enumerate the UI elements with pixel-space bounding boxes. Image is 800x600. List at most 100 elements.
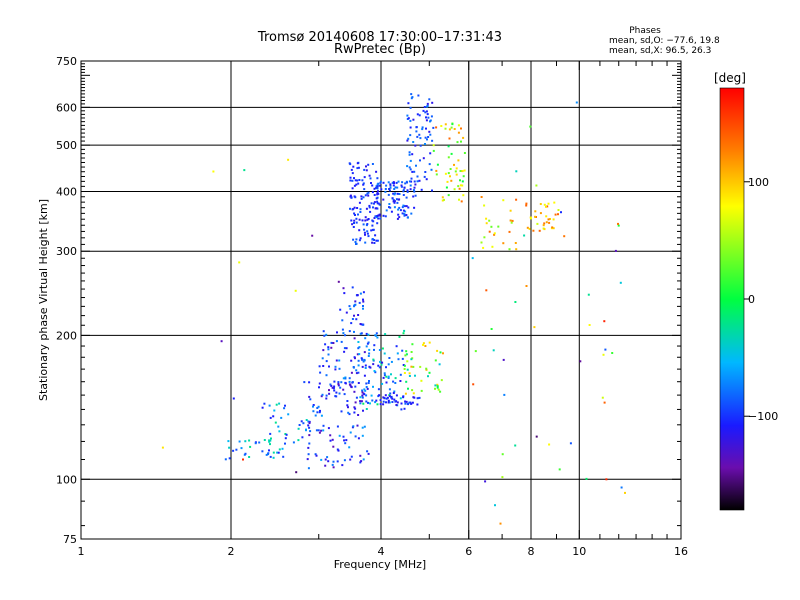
data-point (434, 387, 436, 390)
data-point (329, 434, 332, 437)
data-point (364, 367, 367, 369)
data-point (462, 136, 465, 139)
data-point (364, 389, 367, 392)
data-point (419, 159, 421, 162)
data-point (352, 208, 355, 210)
data-point (389, 186, 392, 189)
data-point (248, 456, 251, 458)
data-point (560, 211, 562, 214)
data-point (353, 337, 356, 340)
data-point (373, 202, 375, 205)
data-point (403, 364, 406, 367)
data-point (382, 396, 385, 399)
data-point (332, 466, 335, 469)
data-point (272, 451, 275, 454)
data-point (557, 209, 560, 211)
data-point (360, 357, 363, 360)
data-point (399, 397, 402, 400)
data-point (383, 352, 386, 355)
colorbar-label: [deg] (714, 71, 746, 85)
data-point (422, 343, 424, 346)
data-point (307, 420, 310, 423)
data-point (309, 398, 312, 401)
data-point (370, 202, 373, 205)
data-point (358, 353, 361, 356)
data-point (393, 201, 396, 204)
data-point (401, 212, 404, 215)
data-point (483, 204, 486, 207)
data-point (412, 189, 415, 191)
data-point (617, 224, 620, 227)
data-point (282, 455, 285, 458)
data-point (309, 430, 312, 433)
data-point (301, 436, 304, 439)
data-point (337, 384, 340, 387)
data-point (360, 195, 363, 198)
data-point (323, 334, 326, 337)
data-point (258, 441, 261, 444)
x-tick-label: 8 (528, 545, 535, 558)
data-point (385, 397, 388, 400)
data-point (359, 237, 362, 240)
data-point (354, 179, 357, 182)
data-point (373, 194, 376, 196)
data-point (325, 394, 328, 397)
data-point (353, 212, 356, 215)
data-point (419, 137, 422, 140)
data-point (602, 353, 605, 356)
data-point (403, 372, 406, 374)
data-point (308, 422, 311, 424)
data-point (395, 181, 398, 184)
data-point (308, 420, 311, 423)
data-point (338, 434, 341, 437)
stats-line-x: mean, sd,X: 96.5, 26.3 (609, 46, 711, 56)
data-point (220, 340, 223, 343)
data-point (338, 392, 341, 395)
data-point (364, 216, 367, 219)
data-point (484, 480, 487, 483)
data-point (332, 445, 335, 448)
data-point (348, 330, 351, 333)
data-point (359, 211, 362, 213)
data-point (428, 341, 431, 344)
data-point (472, 383, 475, 386)
data-point (334, 395, 337, 398)
data-point (238, 440, 241, 443)
data-point (441, 196, 444, 199)
data-point (403, 407, 406, 410)
data-point (387, 399, 390, 402)
data-point (401, 357, 404, 360)
data-point (378, 349, 381, 351)
data-point (414, 194, 417, 197)
data-point (408, 401, 411, 404)
data-point (361, 365, 364, 368)
data-point (414, 374, 416, 377)
data-point (548, 221, 551, 224)
data-point (385, 401, 387, 404)
data-point (349, 458, 352, 461)
data-point (402, 396, 405, 399)
data-point (405, 353, 408, 356)
data-point (373, 242, 376, 244)
data-point (321, 357, 324, 360)
data-point (350, 168, 353, 171)
data-point (355, 318, 358, 321)
data-point (333, 389, 336, 392)
x-tick-label: 1 (78, 545, 85, 558)
data-point (354, 385, 357, 388)
data-point (248, 439, 251, 442)
data-point (372, 228, 375, 231)
data-point (375, 332, 378, 335)
data-point (320, 414, 323, 417)
data-point (382, 198, 385, 201)
data-point (355, 217, 358, 220)
data-point (357, 382, 360, 384)
data-point (424, 143, 426, 145)
data-point (337, 381, 340, 384)
data-point (393, 398, 396, 401)
data-point (308, 434, 311, 437)
data-point (545, 221, 548, 224)
data-point (523, 234, 526, 237)
data-point (268, 449, 270, 452)
data-point (325, 360, 328, 363)
